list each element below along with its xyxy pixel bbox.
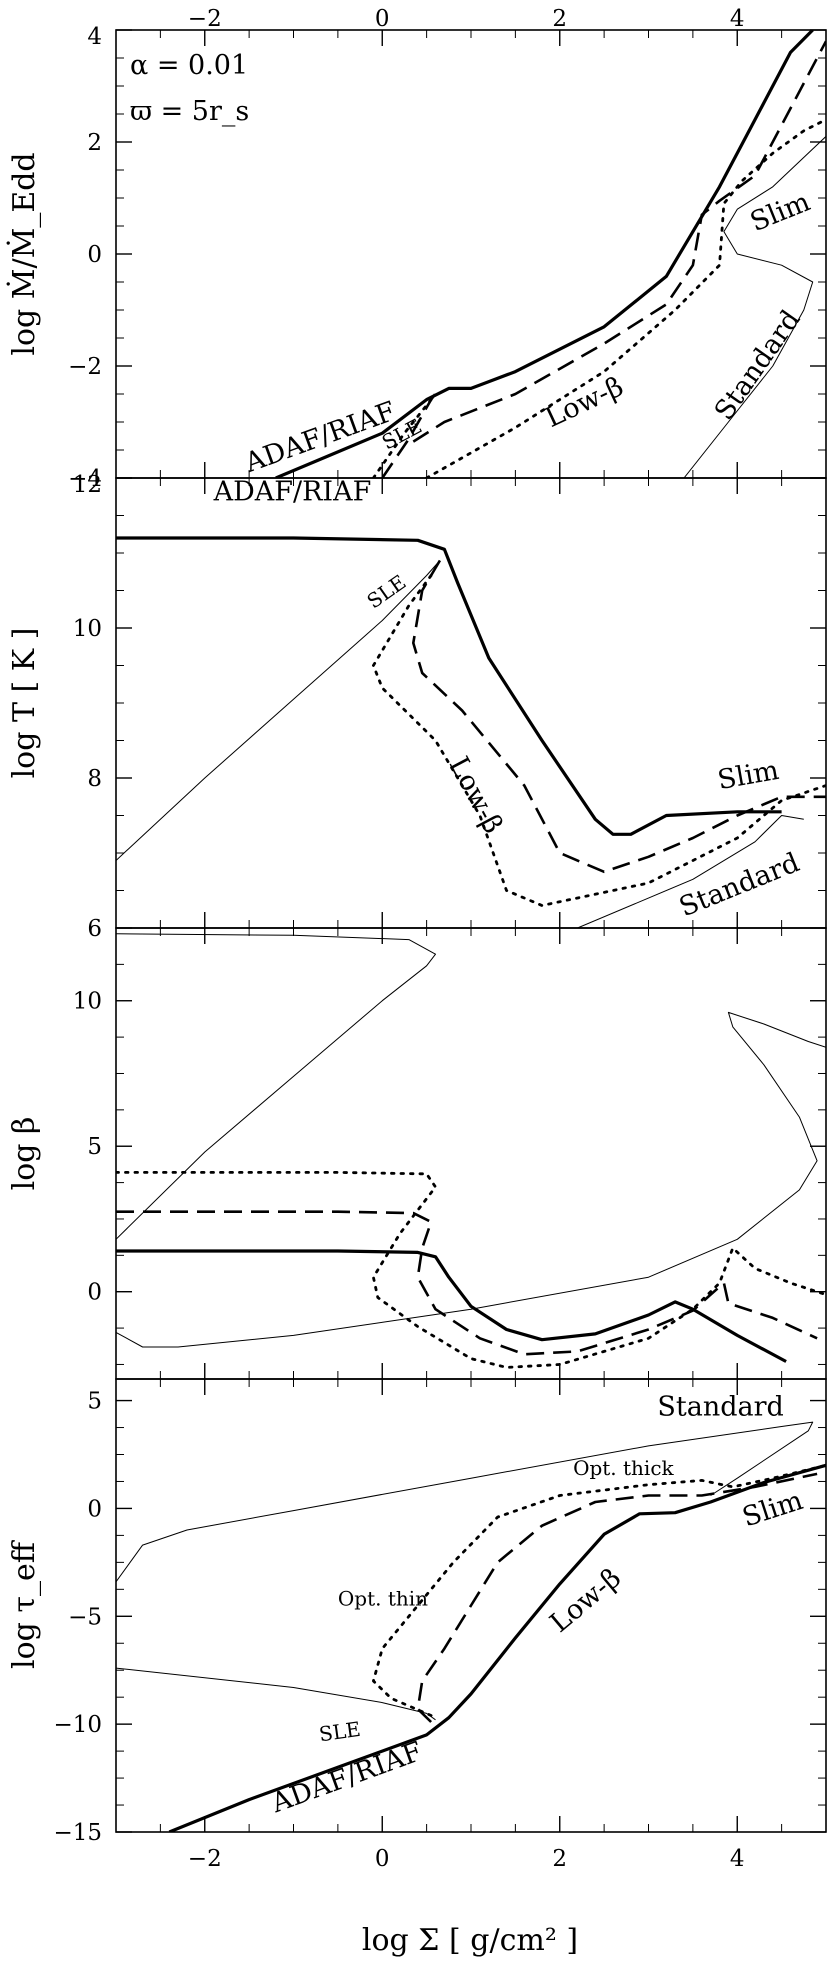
y-axis-label: log Ṁ/Ṁ_Edd [6,152,42,355]
y-tick-label: 0 [87,242,102,268]
curve-annotation: Standard [709,305,807,426]
y-axis-label: log τ_eff [7,1539,42,1669]
y-tick-label: 10 [73,989,102,1015]
curve-annotation: Low-β [541,371,628,434]
series-line [412,40,826,443]
panel-frame [115,477,827,929]
curve-annotation: SLE [362,570,410,614]
series-line [412,559,826,874]
panel-tau: −15 −10 −5 0 5 log τ_eff Standard Opt. thick Sli… [7,1378,827,1846]
panel-frame [115,1378,827,1833]
y-tick-label: 0 [87,1280,102,1306]
y-tick-label: −2 [68,354,102,380]
panel-frame [115,927,827,1380]
y-tick-label: 4 [87,24,102,50]
x-tick-label: 2 [552,1846,567,1872]
series-line [116,1421,814,1583]
series-line [116,933,436,1240]
curves [275,30,826,478]
series-line [683,136,826,478]
x-tick-label-top: 0 [375,6,390,32]
curves [116,933,826,1369]
series-line [116,560,441,861]
series-line [116,1249,787,1363]
series-line [116,1667,436,1721]
y-tick-label: 0 [87,1496,102,1522]
y-tick-label: 5 [87,1134,102,1160]
curve-annotation: Standard [657,1392,783,1423]
y-axis-label: log β [7,1117,42,1191]
series-line [372,1463,826,1717]
y-axis-label: log T [ K ] [7,628,42,779]
curve-annotation: Slim [715,755,781,796]
y-tick-label: 6 [87,916,102,942]
y-tick-label: −5 [68,1604,102,1630]
curve-annotation: Opt. thick [573,1456,674,1480]
series-line [116,536,782,836]
x-tick-label-top: 2 [552,6,567,32]
series-line [372,398,433,478]
x-axis-label: log Σ [ g/cm² ] [362,1923,578,1958]
x-tick-label: 0 [375,1846,390,1872]
series-line [416,1472,818,1723]
parameter-label: ϖ = 5r_s [130,96,249,127]
curve-annotation: Slim [746,186,815,238]
curve-annotation: Low-β [544,1562,627,1638]
series-line [372,574,826,907]
x-tick-label: −2 [188,1846,222,1872]
parameter-label: α = 0.01 [130,50,248,81]
y-tick-label: 5 [87,1389,102,1415]
y-tick-label: 2 [87,130,102,156]
series-line [381,390,439,478]
series-line [425,118,826,478]
curves [116,536,826,928]
x-tick-label-top: 4 [730,6,745,32]
series-line [116,1011,826,1348]
curve-annotation: Low-β [443,752,509,839]
series-line [168,1463,826,1832]
x-tick-label: 4 [730,1846,745,1872]
y-tick-label: −4 [68,466,102,492]
y-tick-label: 8 [87,766,102,792]
x-tick-label-top: −2 [188,6,222,32]
y-tick-label: 12 [73,472,102,498]
y-tick-label: 10 [73,616,102,642]
curve-annotation: Slim [739,1485,807,1533]
panel-beta: 0 5 10 log β [7,927,827,1380]
series-line [275,30,814,478]
series-line [116,1171,826,1369]
curve-annotation: ADAF/RIAF [213,477,372,508]
series-line [577,815,804,928]
curve-annotation: SLE [317,1717,362,1747]
curves [116,1421,826,1832]
curve-annotation: Opt. thin [338,1587,428,1611]
y-tick-label: −10 [53,1712,102,1738]
curve-annotation: ADAF/RIAF [267,1736,427,1819]
series-line [116,1210,818,1356]
y-tick-label: −15 [53,1820,102,1846]
